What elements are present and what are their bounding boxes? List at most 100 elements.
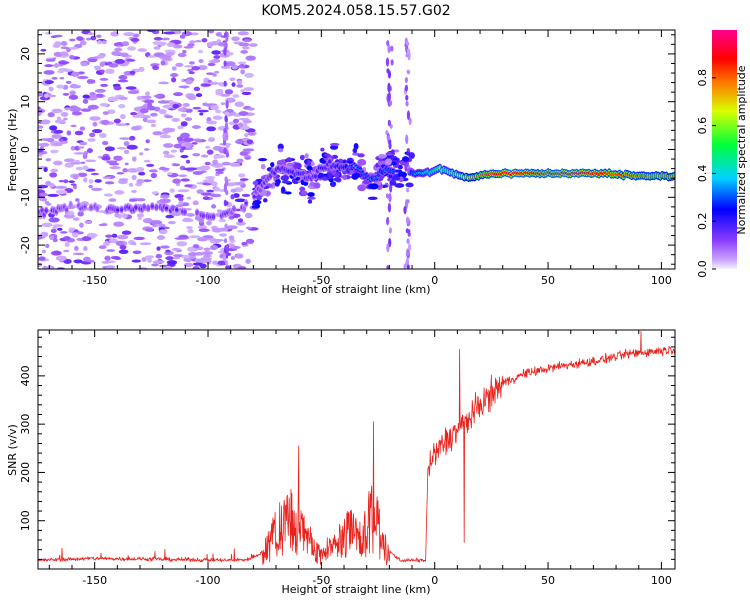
spectrogram-cell: [240, 69, 246, 75]
spectrogram-cell: [231, 64, 239, 70]
spectrogram-cell: [153, 46, 161, 50]
spectrogram-cell: [146, 163, 155, 167]
spectrogram-cell: [116, 96, 128, 100]
spectrogram-cell: [137, 217, 142, 221]
spectrogram-cell: [119, 52, 129, 57]
spectrogram-cell: [56, 227, 63, 231]
spectrogram-cell: [55, 255, 67, 261]
spectrogram-cell: [206, 220, 212, 226]
spectrogram-cell: [193, 86, 201, 92]
spectrogram-cell: [406, 264, 410, 269]
spectrogram-cell: [222, 138, 227, 146]
spectrogram-cell: [160, 37, 171, 41]
spectrogram-cell: [405, 134, 409, 145]
spectrogram-cell: [87, 58, 98, 63]
spectrogram-cell: [236, 80, 243, 85]
spectrogram-cell: [120, 113, 126, 120]
spectrogram-cell: [194, 258, 202, 263]
spectrogram-cell: [207, 79, 212, 83]
spectrogram-cell: [229, 162, 241, 167]
spectrogram-cell: [192, 200, 199, 206]
spectrogram-cell: [45, 243, 50, 249]
spectrogram-cell: [68, 227, 76, 231]
spectrogram-cell: [82, 165, 89, 171]
spectrogram-cell: [330, 142, 340, 147]
spectrogram-cell: [177, 125, 184, 130]
spectrogram-cell: [74, 198, 80, 202]
spectrogram-cell: [244, 72, 254, 78]
spectrogram-cell: [181, 146, 186, 150]
spectrogram-cell: [185, 79, 193, 85]
snr-x-tick-label: -50: [312, 574, 330, 587]
spectrogram-cell: [153, 36, 163, 41]
spectrogram-cell: [224, 89, 234, 95]
spectrogram-cell: [45, 202, 52, 206]
spectrogram-cell: [180, 154, 189, 159]
spectrogram-cell: [185, 142, 193, 148]
spectrogram-cell: [394, 183, 405, 188]
colorbar: 0.0 0.2 0.4 0.6 0.8 Normalized spectral ampl…: [696, 30, 748, 278]
snr-x-axis-label: Height of straight line (km): [281, 583, 430, 596]
spectrogram-cell: [195, 93, 203, 98]
spectrogram-cell: [198, 49, 203, 54]
spectrogram-cell: [118, 103, 126, 109]
spectrogram-cell: [230, 188, 237, 193]
spectrogram-cell: [136, 95, 143, 101]
spectrogram-cell: [223, 238, 228, 244]
spectrogram-cell: [99, 77, 109, 81]
spectrogram-cell: [177, 107, 187, 112]
spectrogram-cell: [103, 176, 111, 180]
spectrogram-cell: [70, 124, 77, 128]
spectrogram-cell: [83, 205, 87, 209]
spectrogram-cell: [245, 258, 251, 264]
spectrogram-x-tick-label: 50: [541, 274, 555, 287]
spectrogram-cell: [274, 181, 280, 187]
spectrogram-cell: [50, 228, 57, 234]
spectrogram-cell: [172, 254, 185, 258]
spectrogram-cell: [386, 216, 390, 226]
spectrogram-cell: [307, 199, 313, 204]
spectrogram-cell: [77, 146, 85, 149]
spectrogram-cell: [72, 252, 85, 256]
spectrogram-cell: [186, 196, 192, 200]
spectrogram-cell: [207, 62, 216, 67]
spectrogram-cell: [306, 159, 312, 167]
spectrogram-cell: [205, 179, 214, 184]
spectrogram-cell: [77, 71, 85, 75]
spectrogram-cell: [128, 182, 134, 187]
spectrogram-cell: [306, 165, 313, 171]
spectrogram-cell: [174, 237, 186, 240]
spectrogram-cell: [204, 161, 211, 166]
spectrogram-cell: [145, 139, 150, 144]
spectrogram-cell: [326, 172, 333, 180]
spectrogram-cell: [42, 213, 46, 217]
spectrogram-cell: [40, 231, 49, 238]
spectrogram-cell: [89, 206, 93, 209]
spectrogram-cell: [142, 205, 146, 209]
spectrogram-cell: [199, 263, 207, 269]
spectrogram-cell: [171, 77, 177, 83]
spectrogram-cell: [186, 226, 193, 229]
spectrogram-cell: [65, 80, 72, 84]
spectrogram-cell: [44, 64, 54, 68]
spectrogram-cell: [215, 32, 223, 37]
spectrogram-cell: [242, 46, 250, 50]
spectrogram-cell: [142, 179, 152, 183]
spectrogram-cell: [51, 134, 62, 139]
spectrogram-cell: [70, 183, 77, 186]
spectrogram-cell: [188, 61, 195, 65]
spectrogram-cell: [172, 256, 181, 260]
spectrogram-cell: [184, 65, 194, 68]
spectrogram-cell: [130, 38, 140, 42]
spectrogram-cell: [108, 63, 119, 68]
spectrogram-cell: [246, 139, 254, 145]
spectrogram-cell: [56, 116, 61, 121]
spectrogram-cell: [138, 171, 146, 176]
spectrogram-cell: [152, 260, 165, 264]
spectrogram-cell: [404, 76, 408, 84]
spectrogram-cell: [59, 51, 69, 57]
spectrogram-cell: [114, 58, 126, 64]
spectrogram-cell: [79, 141, 88, 146]
spectrogram-cell: [152, 131, 164, 136]
spectrogram-cell: [109, 166, 121, 170]
